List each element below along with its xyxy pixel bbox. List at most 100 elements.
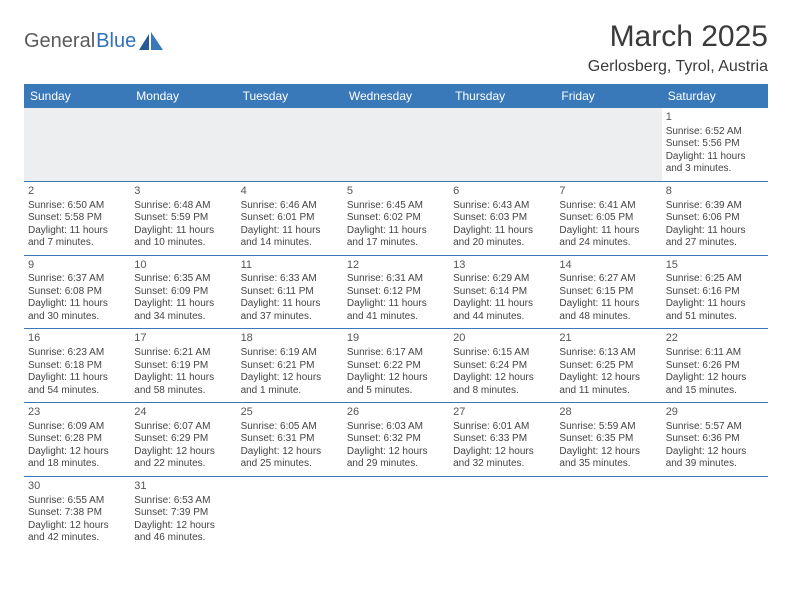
day-cell [662,476,768,549]
day-number: 22 [666,332,764,346]
day-cell: 14Sunrise: 6:27 AMSunset: 6:15 PMDayligh… [555,255,661,329]
day-info-line: Sunrise: 6:52 AM [666,126,764,139]
day-cell: 20Sunrise: 6:15 AMSunset: 6:24 PMDayligh… [449,329,555,403]
day-cell: 6Sunrise: 6:43 AMSunset: 6:03 PMDaylight… [449,181,555,255]
day-cell [237,108,343,181]
location: Gerlosberg, Tyrol, Austria [588,58,768,76]
day-cell: 10Sunrise: 6:35 AMSunset: 6:09 PMDayligh… [130,255,236,329]
day-info-line: and 18 minutes. [28,458,126,471]
day-info-line: Sunset: 6:16 PM [666,286,764,299]
day-cell: 29Sunrise: 5:57 AMSunset: 6:36 PMDayligh… [662,403,768,477]
day-info-line: Daylight: 12 hours [134,446,232,459]
week-row: 30Sunrise: 6:55 AMSunset: 7:38 PMDayligh… [24,476,768,549]
day-info-line: Sunset: 6:11 PM [241,286,339,299]
day-info-line: and 30 minutes. [28,311,126,324]
month-title: March 2025 [588,20,768,54]
week-row: 16Sunrise: 6:23 AMSunset: 6:18 PMDayligh… [24,329,768,403]
day-cell: 5Sunrise: 6:45 AMSunset: 6:02 PMDaylight… [343,181,449,255]
day-info-line: and 17 minutes. [347,237,445,250]
day-info-line: and 15 minutes. [666,385,764,398]
day-info-line: Daylight: 11 hours [559,225,657,238]
day-cell: 4Sunrise: 6:46 AMSunset: 6:01 PMDaylight… [237,181,343,255]
day-number: 10 [134,259,232,273]
day-info-line: and 24 minutes. [559,237,657,250]
day-cell: 30Sunrise: 6:55 AMSunset: 7:38 PMDayligh… [24,476,130,549]
day-info-line: Sunrise: 6:09 AM [28,421,126,434]
day-cell [24,108,130,181]
day-info-line: Sunset: 6:21 PM [241,360,339,373]
day-info-line: Sunset: 5:59 PM [134,212,232,225]
col-friday: Friday [555,84,661,108]
day-info-line: and 46 minutes. [134,532,232,545]
day-info-line: Daylight: 11 hours [347,225,445,238]
day-info-line: Sunrise: 6:03 AM [347,421,445,434]
day-cell: 16Sunrise: 6:23 AMSunset: 6:18 PMDayligh… [24,329,130,403]
day-info-line: and 7 minutes. [28,237,126,250]
day-info-line: Sunset: 6:25 PM [559,360,657,373]
day-info-line: and 34 minutes. [134,311,232,324]
day-number: 3 [134,185,232,199]
day-info-line: and 44 minutes. [453,311,551,324]
day-info-line: Daylight: 11 hours [134,298,232,311]
day-number: 18 [241,332,339,346]
col-saturday: Saturday [662,84,768,108]
day-number: 4 [241,185,339,199]
day-info-line: and 54 minutes. [28,385,126,398]
day-info-line: Sunset: 6:09 PM [134,286,232,299]
day-cell: 8Sunrise: 6:39 AMSunset: 6:06 PMDaylight… [662,181,768,255]
day-cell [555,108,661,181]
day-info-line: Sunset: 6:01 PM [241,212,339,225]
logo-text-general: General [24,30,95,53]
day-info-line: Sunset: 5:58 PM [28,212,126,225]
day-info-line: Sunrise: 6:29 AM [453,273,551,286]
day-info-line: and 11 minutes. [559,385,657,398]
day-info-line: Sunset: 6:22 PM [347,360,445,373]
sail-icon [139,32,163,50]
day-cell [237,476,343,549]
day-number: 1 [666,111,764,125]
col-thursday: Thursday [449,84,555,108]
day-cell [555,476,661,549]
day-info-line: Sunrise: 6:53 AM [134,495,232,508]
day-info-line: and 37 minutes. [241,311,339,324]
day-cell: 11Sunrise: 6:33 AMSunset: 6:11 PMDayligh… [237,255,343,329]
week-row: 2Sunrise: 6:50 AMSunset: 5:58 PMDaylight… [24,181,768,255]
day-cell: 1Sunrise: 6:52 AMSunset: 5:56 PMDaylight… [662,108,768,181]
day-info-line: Sunset: 6:24 PM [453,360,551,373]
day-info-line: and 22 minutes. [134,458,232,471]
day-header-row: Sunday Monday Tuesday Wednesday Thursday… [24,84,768,108]
day-info-line: Sunrise: 6:46 AM [241,200,339,213]
col-wednesday: Wednesday [343,84,449,108]
day-info-line: Sunrise: 5:57 AM [666,421,764,434]
day-info-line: Daylight: 12 hours [28,446,126,459]
day-cell: 22Sunrise: 6:11 AMSunset: 6:26 PMDayligh… [662,329,768,403]
day-cell [449,108,555,181]
day-info-line: Daylight: 11 hours [134,225,232,238]
day-info-line: Sunset: 6:02 PM [347,212,445,225]
day-info-line: Sunrise: 6:55 AM [28,495,126,508]
day-cell: 31Sunrise: 6:53 AMSunset: 7:39 PMDayligh… [130,476,236,549]
day-number: 12 [347,259,445,273]
day-cell: 12Sunrise: 6:31 AMSunset: 6:12 PMDayligh… [343,255,449,329]
day-number: 25 [241,406,339,420]
day-info-line: Daylight: 12 hours [559,446,657,459]
day-info-line: Sunset: 7:39 PM [134,507,232,520]
day-number: 16 [28,332,126,346]
day-info-line: Daylight: 12 hours [241,446,339,459]
day-info-line: Sunrise: 6:01 AM [453,421,551,434]
day-info-line: Sunrise: 6:31 AM [347,273,445,286]
header: General Blue March 2025 Gerlosberg, Tyro… [24,20,768,76]
day-cell: 15Sunrise: 6:25 AMSunset: 6:16 PMDayligh… [662,255,768,329]
day-info-line: Sunrise: 6:19 AM [241,347,339,360]
day-number: 11 [241,259,339,273]
day-number: 20 [453,332,551,346]
day-info-line: Daylight: 11 hours [666,225,764,238]
col-monday: Monday [130,84,236,108]
day-info-line: Daylight: 11 hours [453,225,551,238]
day-info-line: Sunset: 6:19 PM [134,360,232,373]
day-info-line: Daylight: 12 hours [28,520,126,533]
day-info-line: Daylight: 11 hours [347,298,445,311]
day-info-line: Sunrise: 6:05 AM [241,421,339,434]
day-number: 7 [559,185,657,199]
day-info-line: and 32 minutes. [453,458,551,471]
